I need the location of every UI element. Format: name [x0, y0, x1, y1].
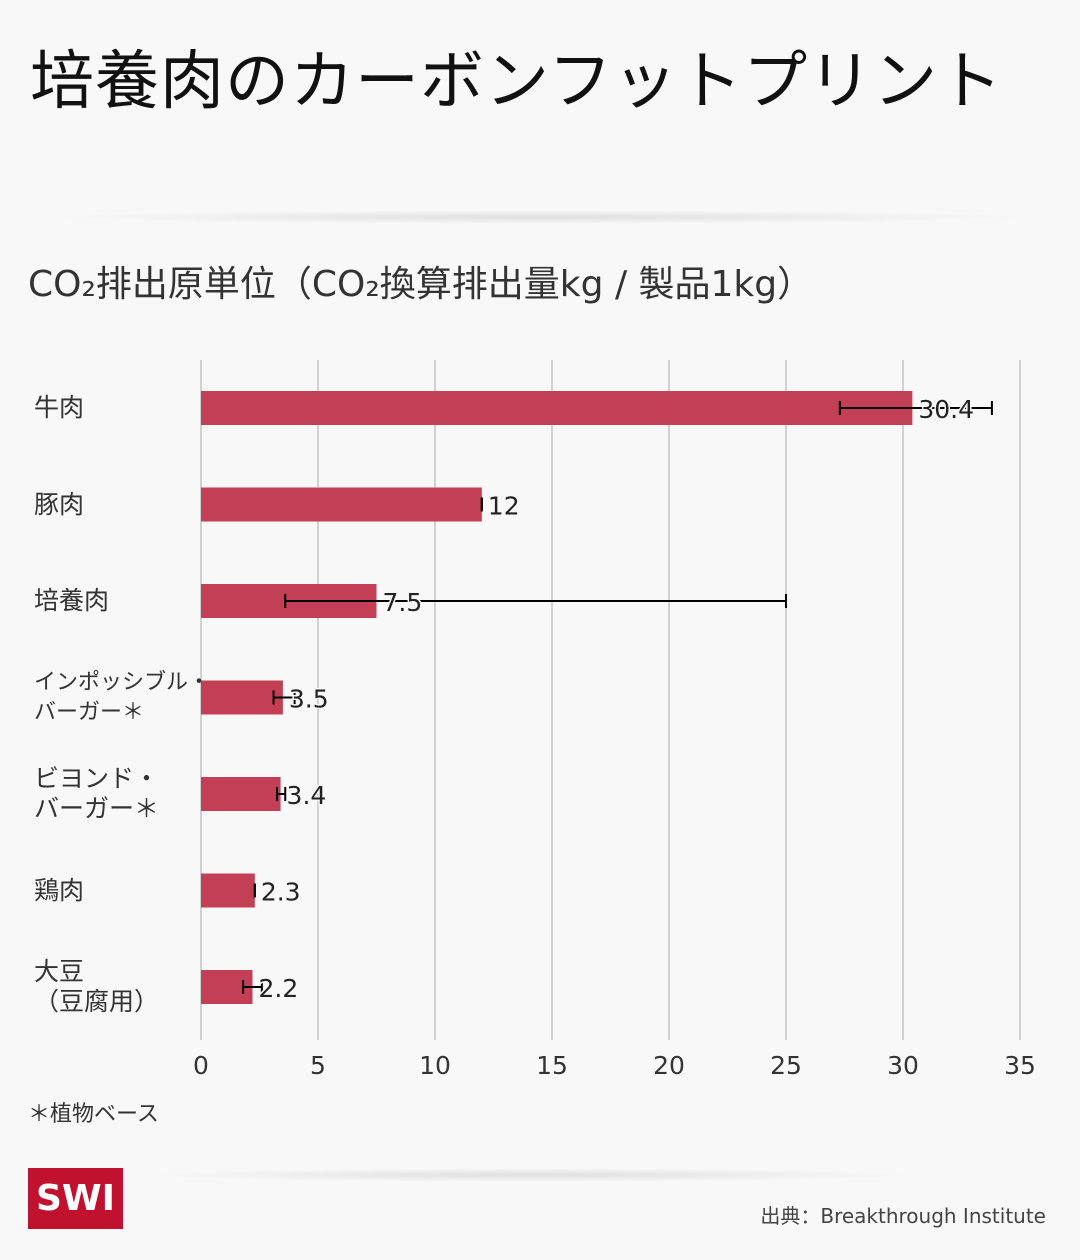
- page-title: 培養肉のカーボンフットプリント: [30, 45, 1004, 119]
- category-label-line: バーガー＊: [34, 699, 145, 725]
- divider: [40, 210, 1040, 224]
- bar: [201, 680, 283, 715]
- data-label: 12: [488, 492, 520, 521]
- category-label-line: ビヨンド・: [34, 764, 160, 793]
- category-label-line: 牛肉: [34, 393, 85, 422]
- data-label: 3.4: [287, 781, 327, 810]
- x-tick-label: 30: [887, 1051, 919, 1080]
- bar: [201, 777, 281, 811]
- divider: [140, 1168, 920, 1182]
- category-label: ビヨンド・ バーガー＊: [34, 764, 159, 824]
- category-label: 大豆 （豆腐用）: [34, 957, 159, 1017]
- data-label: 7.5: [383, 588, 423, 617]
- category-label: 培養肉: [34, 586, 109, 616]
- category-label-line: 鶏肉: [34, 875, 85, 905]
- x-tick-label: 15: [536, 1051, 568, 1080]
- data-label: 3.5: [289, 685, 329, 714]
- data-label: 2.2: [258, 974, 298, 1003]
- category-label-line: バーガー＊: [34, 794, 160, 823]
- category-label-line: 培養肉: [34, 586, 110, 615]
- source-text: 出典：Breakthrough Institute: [760, 1204, 1046, 1228]
- footnote: ＊植物ベース: [28, 1102, 159, 1127]
- x-tick-label: 25: [770, 1051, 802, 1080]
- x-tick-label: 10: [419, 1051, 451, 1080]
- category-label-line: インポッシブル・: [34, 669, 211, 695]
- x-tick-label: 5: [310, 1051, 326, 1080]
- category-label: 豚肉: [34, 490, 84, 520]
- category-label-line: （豆腐用）: [34, 987, 160, 1016]
- chart-subtitle: CO₂排出原単位（CO₂換算排出量kg / 製品1kg）: [28, 264, 814, 305]
- x-tick-label: 35: [1004, 1051, 1036, 1080]
- category-label: インポッシブル・ バーガー＊: [34, 668, 210, 728]
- category-label-line: 豚肉: [34, 489, 85, 519]
- bar-chart: 0 5 10 15 20 25 30 35 30.4 12 7.5 3.5 3.4 2.3 2.2: [193, 360, 1036, 1080]
- category-label: 鶏肉: [34, 876, 84, 906]
- category-label: 牛肉: [34, 393, 84, 423]
- bar: [201, 391, 913, 425]
- x-tick-label: 0: [193, 1051, 209, 1080]
- bar: [201, 873, 255, 908]
- x-tick-label: 20: [653, 1051, 685, 1080]
- data-label: 2.3: [261, 878, 301, 907]
- category-label-line: 大豆: [34, 957, 85, 986]
- bar: [201, 487, 482, 522]
- data-label: 30.4: [918, 395, 974, 424]
- swi-logo: SWI: [28, 1168, 123, 1229]
